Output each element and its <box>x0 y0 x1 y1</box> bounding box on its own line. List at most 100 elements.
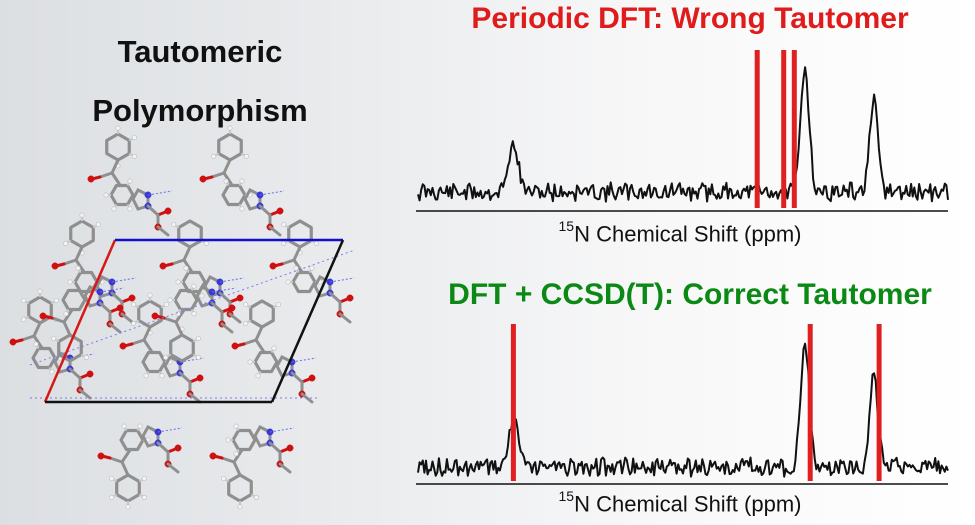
bond <box>110 158 120 175</box>
top-isotope-superscript: 15 <box>558 218 575 234</box>
h-atom <box>131 320 137 326</box>
oxygen-atom <box>86 370 94 378</box>
h-atom <box>223 178 229 184</box>
bond <box>108 456 124 464</box>
h-atom <box>131 153 137 159</box>
oxygen-atom <box>269 262 277 270</box>
oxygen-atom <box>9 338 17 346</box>
oxygen-atom <box>236 294 244 302</box>
h-atom <box>199 293 205 299</box>
h-atom <box>191 283 197 289</box>
unit-cell-a-edge <box>43 239 117 403</box>
spectrum-trace-0 <box>417 66 949 203</box>
bond <box>20 334 36 342</box>
methyl-bond <box>78 388 92 400</box>
oxygen-atom <box>51 262 59 270</box>
h-atom <box>115 125 121 131</box>
h-atom <box>225 437 231 443</box>
h-atom <box>237 504 243 510</box>
h-bond-dashed <box>219 277 245 283</box>
h-atom <box>247 359 253 365</box>
bond <box>62 258 78 266</box>
bond <box>68 367 82 380</box>
h-atom <box>239 206 245 212</box>
h-atom <box>175 279 181 285</box>
h-atom <box>109 494 115 500</box>
bond <box>292 245 302 262</box>
h-atom <box>171 222 177 228</box>
h-atom <box>141 476 147 482</box>
bond <box>210 171 226 179</box>
h-atom <box>233 423 239 429</box>
oxygen-atom <box>119 342 127 350</box>
oxygen-atom <box>116 304 124 312</box>
bond <box>142 338 154 354</box>
h-atom <box>281 222 287 228</box>
bond <box>218 291 232 304</box>
h-bond-dashed <box>157 427 183 433</box>
bottom-x-axis-text: N Chemical Shift (ppm) <box>574 491 802 517</box>
h-atom <box>49 369 55 375</box>
bond <box>254 338 266 354</box>
oxygen-atom <box>228 304 236 312</box>
bond <box>254 325 264 342</box>
oxygen-atom <box>128 294 136 302</box>
h-atom <box>159 373 165 379</box>
h-atom <box>21 298 27 304</box>
bond <box>62 308 74 324</box>
h-bond-dashed <box>211 287 237 293</box>
bottom-spectrum-title: DFT + CCSD(T): Correct Tautomer <box>448 278 932 311</box>
bond <box>232 448 244 464</box>
oxygen-atom <box>164 207 172 215</box>
bond <box>182 245 192 262</box>
h-atom <box>51 336 57 342</box>
oxygen-atom <box>151 312 159 320</box>
h-atom <box>147 292 153 298</box>
methyl-bond <box>268 225 282 237</box>
oxygen-atom <box>196 374 204 382</box>
molecule-layer <box>9 125 356 510</box>
h-atom <box>285 279 291 285</box>
bond <box>258 204 272 217</box>
bond <box>110 291 124 304</box>
h-bond-dashed <box>99 287 125 293</box>
bond <box>120 448 132 464</box>
h-atom <box>195 336 201 342</box>
bond <box>222 171 234 187</box>
left-title-line1: Tautomeric <box>117 34 283 69</box>
h-atom <box>183 265 189 271</box>
bond <box>232 460 242 477</box>
bond <box>74 245 84 262</box>
methyl-bond <box>228 312 242 324</box>
bond <box>220 456 236 464</box>
h-atom <box>271 345 277 351</box>
h-atom <box>243 302 249 308</box>
h-atom <box>111 206 117 212</box>
spectrum-trace-1 <box>417 342 949 478</box>
bond <box>120 460 130 477</box>
h-atom <box>211 153 217 159</box>
h-bond-dashed <box>291 357 317 363</box>
h-atom <box>109 476 115 482</box>
bottom-x-axis-label: 15N Chemical Shift (ppm) <box>420 488 940 517</box>
h-atom <box>67 279 73 285</box>
h-atom <box>83 354 89 360</box>
bond <box>142 325 152 342</box>
oxygen-atom <box>97 452 105 460</box>
bond <box>50 316 66 324</box>
h-atom <box>141 494 147 500</box>
h-atom <box>125 504 131 510</box>
h-atom <box>233 451 239 457</box>
h-atom <box>309 265 315 271</box>
h-bond-dashed <box>259 190 285 196</box>
h-atom <box>253 494 259 500</box>
bond <box>32 334 44 350</box>
h-atom <box>63 311 69 317</box>
h-atom <box>163 302 169 308</box>
methyl-bond <box>220 322 234 334</box>
h-atom <box>131 135 137 141</box>
bond <box>32 321 42 338</box>
bond <box>242 338 258 346</box>
h-atom <box>121 423 127 429</box>
